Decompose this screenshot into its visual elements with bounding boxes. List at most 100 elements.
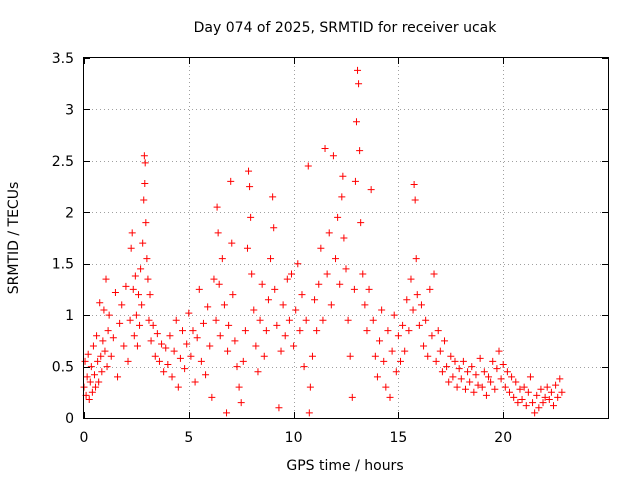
data-point bbox=[85, 395, 93, 403]
data-point bbox=[131, 272, 139, 280]
data-point bbox=[228, 239, 236, 247]
data-point bbox=[143, 255, 151, 263]
data-point bbox=[168, 373, 176, 381]
data-point bbox=[105, 311, 113, 319]
data-point bbox=[84, 350, 92, 358]
data-point bbox=[206, 342, 214, 350]
data-point bbox=[453, 383, 461, 391]
data-point bbox=[172, 316, 180, 324]
data-point bbox=[378, 306, 386, 314]
data-point bbox=[141, 179, 149, 187]
data-point bbox=[487, 378, 495, 386]
data-point bbox=[212, 316, 220, 324]
data-point bbox=[248, 270, 256, 278]
data-point bbox=[128, 229, 136, 237]
data-point bbox=[412, 255, 420, 263]
data-point bbox=[83, 373, 91, 381]
data-point bbox=[351, 177, 359, 185]
data-point bbox=[411, 196, 419, 204]
data-point bbox=[208, 393, 216, 401]
plot-frame bbox=[83, 57, 609, 419]
data-point bbox=[382, 383, 390, 391]
data-point bbox=[363, 327, 371, 335]
data-point bbox=[361, 301, 369, 309]
data-point bbox=[92, 383, 100, 391]
data-point bbox=[464, 368, 472, 376]
data-point bbox=[478, 383, 486, 391]
data-point bbox=[109, 334, 117, 342]
data-point bbox=[409, 306, 417, 314]
data-point bbox=[430, 270, 438, 278]
data-point bbox=[505, 388, 513, 396]
data-point bbox=[529, 399, 537, 407]
data-point bbox=[193, 334, 201, 342]
data-point bbox=[315, 280, 323, 288]
data-point bbox=[189, 327, 197, 335]
y-axis-label: SRMTID / TECUs bbox=[6, 182, 22, 295]
data-point bbox=[482, 391, 490, 399]
data-point bbox=[104, 327, 112, 335]
data-point bbox=[160, 368, 168, 376]
data-point bbox=[512, 378, 520, 386]
data-point bbox=[432, 357, 440, 365]
data-point bbox=[390, 311, 398, 319]
data-point bbox=[294, 260, 302, 268]
data-point bbox=[384, 327, 392, 335]
data-point bbox=[396, 357, 404, 365]
data-point bbox=[403, 296, 411, 304]
data-point bbox=[216, 332, 224, 340]
data-point bbox=[246, 183, 254, 191]
data-point bbox=[537, 385, 545, 393]
data-point bbox=[369, 316, 377, 324]
data-point bbox=[231, 337, 239, 345]
data-point bbox=[118, 301, 126, 309]
data-point bbox=[503, 368, 511, 376]
data-point bbox=[386, 393, 394, 401]
data-points bbox=[80, 66, 566, 417]
data-point bbox=[101, 347, 109, 355]
data-point bbox=[554, 393, 562, 401]
data-point bbox=[298, 291, 306, 299]
data-point bbox=[426, 285, 434, 293]
data-point bbox=[424, 352, 432, 360]
axis-ticks bbox=[84, 58, 608, 419]
data-point bbox=[355, 80, 363, 88]
data-point bbox=[443, 363, 451, 371]
data-point bbox=[174, 383, 182, 391]
data-point bbox=[136, 321, 144, 329]
data-point bbox=[401, 347, 409, 355]
data-point bbox=[367, 186, 375, 194]
data-point bbox=[305, 409, 313, 417]
data-point bbox=[233, 363, 241, 371]
data-point bbox=[346, 352, 354, 360]
data-point bbox=[285, 316, 293, 324]
data-point bbox=[436, 347, 444, 355]
data-point bbox=[489, 357, 497, 365]
data-point bbox=[340, 234, 348, 242]
data-point bbox=[166, 332, 174, 340]
data-point bbox=[533, 391, 541, 399]
data-point bbox=[485, 373, 493, 381]
data-point bbox=[480, 368, 488, 376]
data-point bbox=[235, 383, 243, 391]
data-point bbox=[258, 280, 266, 288]
data-point bbox=[129, 285, 137, 293]
data-point bbox=[241, 327, 249, 335]
data-point bbox=[499, 361, 507, 369]
data-point bbox=[288, 270, 296, 278]
data-point bbox=[339, 172, 347, 180]
y-tick-label: 2.5 bbox=[52, 154, 74, 170]
data-point bbox=[139, 239, 147, 247]
data-point bbox=[215, 280, 223, 288]
data-point bbox=[526, 373, 534, 381]
data-point bbox=[539, 399, 547, 407]
data-point bbox=[348, 393, 356, 401]
data-point bbox=[459, 357, 467, 365]
data-point bbox=[338, 193, 346, 201]
data-point bbox=[134, 291, 142, 299]
data-point bbox=[155, 357, 163, 365]
data-point bbox=[227, 177, 235, 185]
data-point bbox=[187, 352, 195, 360]
data-point bbox=[394, 332, 402, 340]
